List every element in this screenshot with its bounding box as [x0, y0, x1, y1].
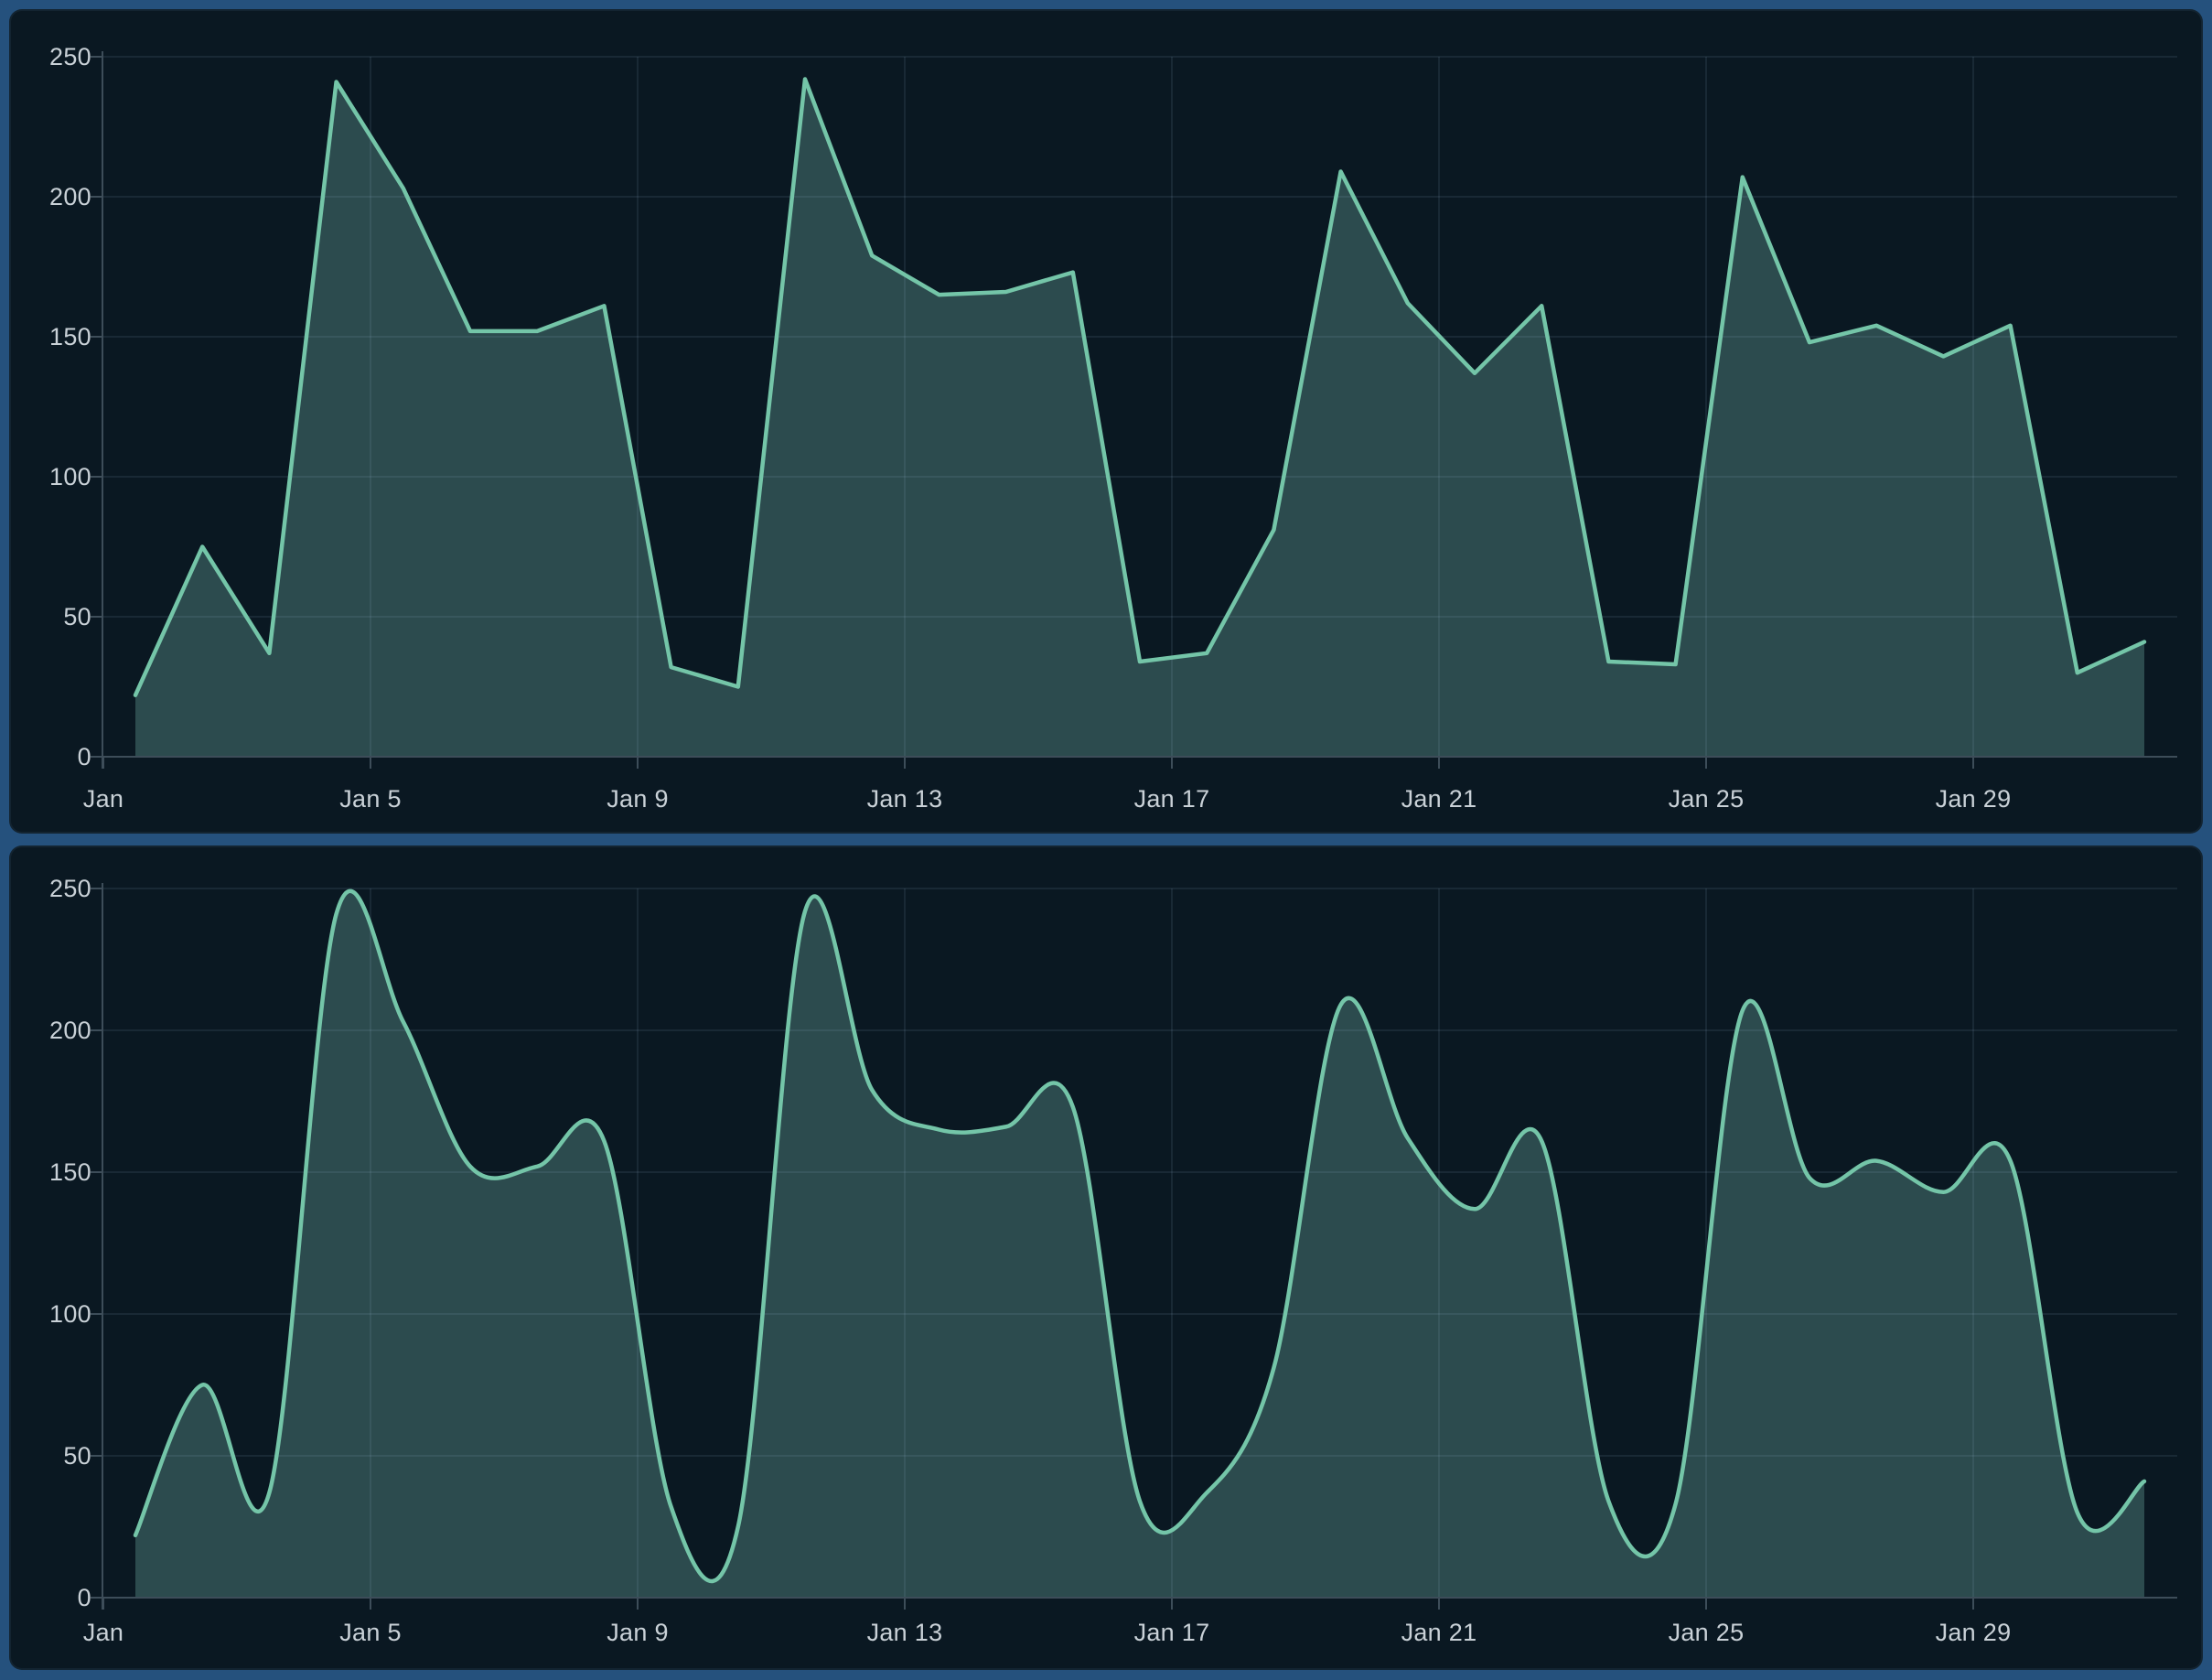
- y-axis-tick-label: 50: [63, 1442, 91, 1470]
- bottom-chart-panel: 250 200 150 100 50 0 Jan Jan 5 Jan 9 Jan 13 Jan 17…: [9, 845, 2203, 1670]
- y-axis-tick-label: 200: [49, 183, 91, 210]
- linear-series-line: [133, 77, 2147, 697]
- x-axis-tick-label: Jan 17: [1133, 785, 1210, 813]
- y-axis-tick-label: 100: [49, 1300, 91, 1328]
- x-axis-tick-label: Jan 9: [607, 785, 669, 813]
- x-axis-tick-label: Jan 9: [607, 1619, 669, 1646]
- x-axis-tick-label: Jan 25: [1668, 1619, 1745, 1646]
- smooth-series-line: [133, 888, 2147, 1584]
- x-axis-tick-label: Jan: [82, 1619, 124, 1646]
- y-axis-tick-label: 0: [77, 1584, 91, 1611]
- x-axis-tick-label: Jan 13: [866, 1619, 943, 1646]
- x-axis-tick-label: Jan: [82, 785, 124, 813]
- y-axis-tick-label: 250: [49, 875, 91, 902]
- x-axis-tick-label: Jan 5: [339, 785, 402, 813]
- x-axis-tick-label: Jan 17: [1133, 1619, 1210, 1646]
- area-fill: [135, 79, 2144, 757]
- x-axis-tick-label: Jan 5: [339, 1619, 402, 1646]
- y-axis-tick-label: 150: [49, 323, 91, 350]
- x-axis-tick-label: Jan 25: [1668, 785, 1745, 813]
- y-axis-tick-label: 0: [77, 743, 91, 770]
- y-axis-tick-label: 250: [49, 43, 91, 70]
- x-axis-tick-label: Jan 21: [1401, 1619, 1477, 1646]
- area-fill: [135, 890, 2144, 1598]
- y-axis-tick-label: 100: [49, 463, 91, 490]
- y-axis-tick-label: 150: [49, 1158, 91, 1186]
- x-axis-tick-label: Jan 29: [1935, 1619, 2012, 1646]
- y-axis-tick-label: 50: [63, 603, 91, 630]
- bottom-area-chart-plot[interactable]: [9, 845, 2203, 1670]
- x-axis-tick-label: Jan 21: [1401, 785, 1477, 813]
- y-axis-tick-label: 200: [49, 1017, 91, 1044]
- top-chart-panel: 250 200 150 100 50 0 Jan Jan 5 Jan 9 Jan 13 Jan 17…: [9, 9, 2203, 834]
- x-axis-tick-label: Jan 13: [866, 785, 943, 813]
- top-area-chart-plot[interactable]: [9, 9, 2203, 834]
- x-axis-tick-label: Jan 29: [1935, 785, 2012, 813]
